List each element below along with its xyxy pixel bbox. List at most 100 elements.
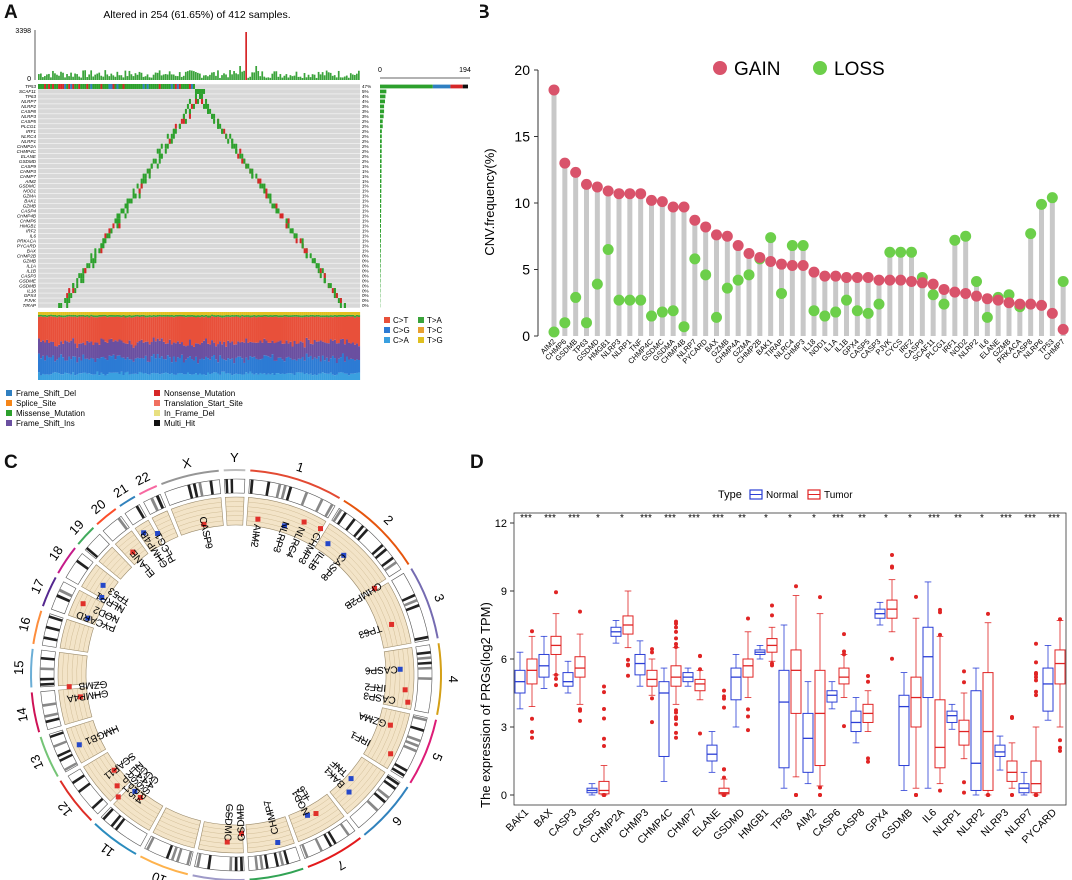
mutation-cell <box>144 173 147 179</box>
titv-segment <box>142 358 145 374</box>
tmb-bar <box>231 74 233 80</box>
titv-segment <box>50 374 53 380</box>
titv-segment <box>215 315 218 318</box>
gene-label: TP63 <box>25 94 36 99</box>
cnv-stem <box>919 277 925 336</box>
titv-segment <box>70 314 73 317</box>
cnv-stem <box>746 253 752 336</box>
titv-segment <box>136 374 139 380</box>
titv-segment <box>150 317 153 343</box>
cnv-stem <box>649 200 654 336</box>
titv-segment <box>301 312 304 316</box>
titv-segment <box>186 312 190 316</box>
cnv-marker <box>115 794 121 800</box>
gene-link-line <box>326 768 338 780</box>
cnv-stem <box>692 220 698 336</box>
boxplot-y-tick-label: 9 <box>501 586 507 598</box>
mutation-cell <box>68 298 71 304</box>
gene-percent-label: 0% <box>362 253 369 258</box>
titv-segment <box>263 355 266 374</box>
titv-segment <box>213 316 216 343</box>
outlier-point <box>602 690 606 695</box>
titv-segment <box>178 314 181 317</box>
titv-segment <box>116 314 119 317</box>
titv-segment <box>229 317 232 343</box>
substitution-label: C>T <box>393 316 408 325</box>
cnv-marker <box>341 552 347 558</box>
cnv-track <box>67 589 105 625</box>
cnv-loss-point <box>732 274 744 286</box>
outlier-point <box>1058 617 1062 622</box>
titv-segment <box>323 373 326 380</box>
mutation-cell <box>188 84 191 89</box>
cnv-track-line <box>113 560 126 574</box>
titv-segment <box>78 343 81 358</box>
mutation-cell <box>98 84 101 89</box>
titv-segment <box>82 372 85 380</box>
titv-segment <box>299 312 302 316</box>
titv-segment <box>319 340 322 362</box>
mutation-cell <box>199 88 202 94</box>
tmb-bar <box>104 70 107 80</box>
titv-segment <box>148 315 151 317</box>
significance-label: * <box>596 513 600 524</box>
titv-segment <box>305 314 308 317</box>
chromosome-label: 11 <box>97 840 117 860</box>
box-body <box>706 744 718 762</box>
ideogram-band <box>283 850 290 865</box>
outlier-point <box>938 610 942 615</box>
mutation-cell <box>277 208 280 214</box>
ideogram-band <box>315 498 324 513</box>
titv-segment <box>190 314 194 317</box>
titv-segment <box>231 312 234 315</box>
titv-segment <box>345 339 349 357</box>
gene-label: GZMB <box>78 678 108 691</box>
titv-segment <box>271 340 274 355</box>
tmb-bar <box>158 70 161 80</box>
tmb-bar <box>325 70 328 80</box>
titv-segment <box>267 317 270 343</box>
outlier-point <box>674 735 678 740</box>
titv-segment <box>335 363 338 375</box>
cnv-loss-point <box>873 298 885 310</box>
titv-segment <box>271 317 274 341</box>
titv-segment <box>255 373 258 380</box>
titv-segment <box>251 373 254 380</box>
mutation-cell <box>263 188 266 194</box>
ideogram-band <box>356 528 369 541</box>
ideogram-band <box>207 855 212 870</box>
cnv-y-tick-label: 10 <box>514 195 530 211</box>
ideogram-band <box>91 797 104 810</box>
mutation-cell <box>144 84 147 89</box>
titv-segment <box>106 360 109 375</box>
tmb-bar <box>207 76 209 80</box>
mutation-cell <box>279 213 282 219</box>
outlier-point <box>938 632 942 637</box>
tmb-bar <box>140 72 143 80</box>
ideogram-band <box>275 483 282 498</box>
mutation-cell <box>301 238 304 244</box>
ideogram-band <box>285 486 293 501</box>
outlier-point <box>986 793 990 797</box>
titv-segment <box>265 316 268 341</box>
titv-segment <box>192 316 196 347</box>
gene-label: TP53 <box>25 84 36 89</box>
mutation-cell <box>172 128 175 134</box>
titv-segment <box>58 316 61 345</box>
ideogram-band <box>75 559 89 570</box>
titv-segment <box>180 354 183 374</box>
titv-segment <box>311 344 314 360</box>
cnv-track-line <box>67 689 75 723</box>
gene-percent-label: 1% <box>362 179 369 184</box>
mutation-cell <box>76 278 79 284</box>
cnv-track-line <box>82 626 90 652</box>
titv-segment <box>194 373 198 380</box>
gene-bar <box>380 154 382 159</box>
titv-segment <box>199 344 202 360</box>
titv-segment <box>231 341 234 359</box>
titv-segment <box>303 374 306 380</box>
titv-segment <box>289 373 292 380</box>
cnv-loss-point <box>602 244 614 256</box>
tmb-bar <box>50 77 52 80</box>
mutation-cell <box>112 223 115 229</box>
